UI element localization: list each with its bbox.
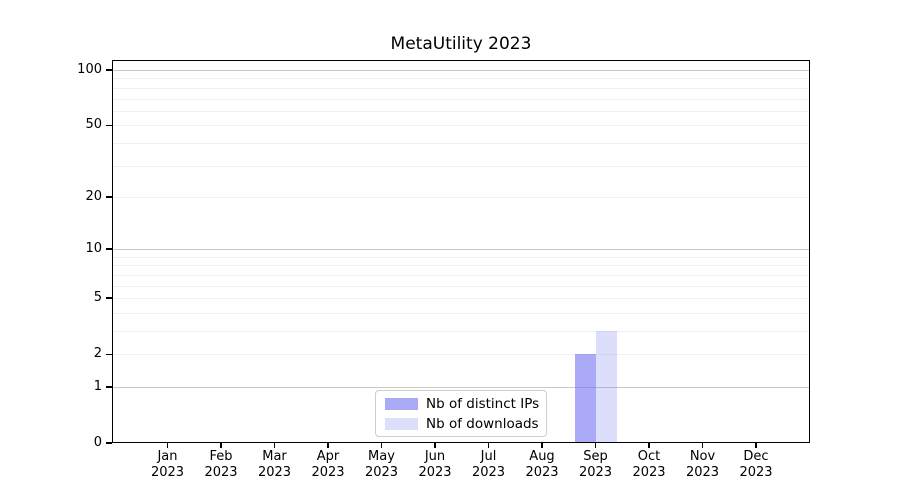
x-tick-label: Nov 2023 (685, 449, 720, 480)
minor-gridline (112, 78, 810, 80)
y-tick-mark (106, 69, 112, 71)
y-tick-label: 1 (93, 379, 102, 394)
x-tick-mark (380, 443, 383, 448)
x-tick-mark (701, 443, 704, 448)
legend-item-downloads: Nb of downloads (385, 415, 546, 432)
x-tick-label: Feb 2023 (204, 449, 238, 480)
x-tick-mark (487, 443, 490, 448)
x-tick-mark (755, 443, 757, 448)
x-tick-label: Apr 2023 (311, 449, 345, 480)
legend-swatch-distinct-ips-icon (385, 397, 418, 410)
y-tick-label: 50 (85, 117, 102, 133)
x-tick-mark (220, 443, 222, 448)
minor-gridline (112, 98, 810, 100)
x-tick-mark (648, 443, 650, 448)
major-gridline (112, 249, 810, 251)
y-tick-label: 10 (85, 241, 102, 257)
y-tick-mark (106, 124, 112, 126)
x-tick-label: Oct 2023 (632, 449, 666, 480)
legend-item-distinct-ips: Nb of distinct IPs (385, 395, 546, 412)
legend-swatch-downloads-icon (385, 417, 418, 430)
minor-gridline (112, 87, 810, 89)
x-tick-mark (541, 443, 543, 448)
y-tick-label: 100 (77, 62, 102, 77)
y-tick-mark (106, 386, 112, 388)
minor-gridline (112, 125, 810, 127)
minor-gridline (112, 285, 810, 287)
x-tick-label: Jan 2023 (150, 449, 185, 480)
x-tick-label: Sep 2023 (578, 449, 613, 480)
y-tick-mark (106, 442, 112, 444)
x-tick-mark (327, 443, 329, 448)
x-tick-mark (594, 443, 597, 448)
legend-label-distinct-ips: Nb of distinct IPs (426, 395, 540, 412)
y-tick-label: 20 (85, 188, 102, 204)
x-tick-label: Dec 2023 (739, 449, 773, 480)
minor-gridline (112, 354, 810, 356)
minor-gridline (112, 142, 810, 144)
x-tick-mark (434, 443, 436, 448)
x-tick-label: May 2023 (364, 449, 399, 480)
y-tick-label: 0 (93, 435, 102, 450)
minor-gridline (112, 298, 810, 300)
chart-title: MetaUtility 2023 (390, 34, 532, 54)
legend: Nb of distinct IPs Nb of downloads (375, 390, 547, 437)
x-tick-label: Jun 2023 (418, 449, 452, 480)
minor-gridline (112, 110, 810, 112)
minor-gridline (112, 312, 810, 314)
x-tick-label: Jul 2023 (471, 449, 506, 480)
minor-gridline (112, 265, 810, 267)
x-tick-label: Mar 2023 (257, 449, 292, 480)
y-tick-label: 2 (93, 346, 102, 362)
major-gridline (112, 70, 810, 71)
major-gridline (112, 387, 810, 388)
x-tick-mark (166, 443, 169, 448)
legend-label-downloads: Nb of downloads (426, 415, 539, 432)
plot-area (112, 60, 810, 443)
minor-gridline (112, 256, 810, 258)
y-tick-mark (106, 297, 112, 299)
minor-gridline (112, 274, 810, 276)
y-tick-mark (106, 353, 112, 355)
bar-nb-of-downloads (595, 331, 617, 443)
minor-gridline (112, 331, 810, 332)
y-tick-label: 5 (93, 290, 102, 306)
minor-gridline (112, 165, 810, 167)
y-tick-mark (106, 248, 112, 250)
x-tick-label: Aug 2023 (525, 449, 559, 480)
bar-nb-of-distinct-ips (574, 354, 596, 443)
minor-gridline (112, 196, 810, 198)
x-tick-mark (273, 443, 276, 448)
y-tick-mark (106, 196, 112, 198)
